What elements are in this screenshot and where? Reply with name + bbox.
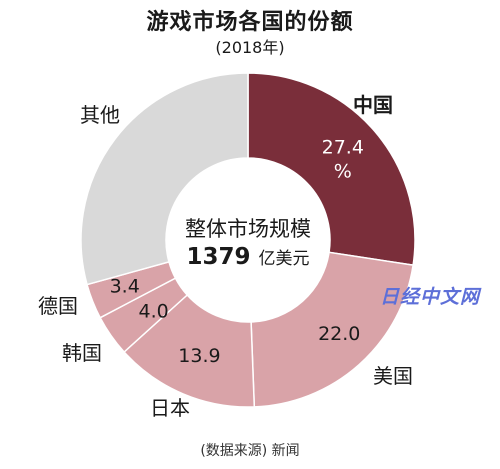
name-label-美国: 美国: [373, 364, 413, 388]
name-label-其他: 其他: [80, 103, 120, 127]
slice-美国: [250, 251, 414, 408]
center-total: 1379 亿美元: [186, 244, 309, 270]
source-note: (数据来源) 新闻: [200, 443, 300, 459]
chart-title: 游戏市场各国的份额: [146, 10, 354, 35]
name-label-日本: 日本: [150, 396, 190, 420]
chart-subtitle: (2018年): [215, 38, 285, 57]
value-label-中国: %: [334, 161, 352, 183]
name-label-韩国: 韩国: [62, 341, 102, 365]
name-label-德国: 德国: [38, 294, 78, 318]
name-label-中国: 中国: [353, 93, 393, 117]
watermark-logo: 日经中文网: [380, 286, 481, 308]
slice-其他: [80, 72, 249, 286]
value-label-日本: 13.9: [178, 345, 220, 367]
value-label-德国: 3.4: [110, 276, 140, 298]
center-label: 整体市场规模: [185, 217, 311, 241]
value-label-中国: 27.4: [322, 137, 364, 159]
value-label-美国: 22.0: [318, 323, 360, 345]
slice-中国: [247, 72, 416, 266]
value-label-韩国: 4.0: [138, 301, 168, 323]
